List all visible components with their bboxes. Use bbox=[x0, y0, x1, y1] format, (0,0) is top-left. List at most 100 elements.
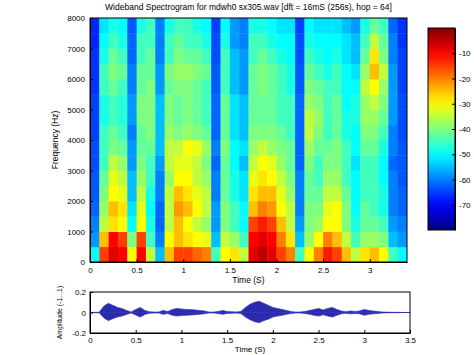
heatmap-cell bbox=[118, 110, 128, 126]
heatmap-cell bbox=[276, 79, 286, 95]
heatmap-cell bbox=[99, 125, 109, 141]
x2-tick-mark bbox=[227, 330, 228, 333]
heatmap-cell bbox=[239, 171, 249, 187]
heatmap-cell bbox=[342, 33, 352, 49]
heatmap-cell bbox=[230, 79, 240, 95]
color-bar-tick-mark bbox=[452, 53, 455, 54]
heatmap-cell bbox=[388, 232, 398, 248]
heatmap-cell bbox=[398, 79, 407, 95]
heatmap-cell bbox=[295, 64, 305, 80]
heatmap-cell bbox=[332, 33, 342, 49]
heatmap-cell bbox=[351, 125, 361, 141]
heatmap-cell bbox=[323, 155, 333, 171]
heatmap-cell bbox=[118, 125, 128, 141]
heatmap-cell bbox=[314, 232, 324, 248]
heatmap-cell bbox=[295, 171, 305, 187]
heatmap-cell bbox=[286, 247, 296, 262]
heatmap-cell bbox=[332, 232, 342, 248]
heatmap-cell bbox=[295, 18, 305, 34]
heatmap-cell bbox=[314, 79, 324, 95]
heatmap-cell bbox=[258, 155, 268, 171]
heatmap-cell bbox=[304, 247, 314, 262]
heatmap-cell bbox=[258, 125, 268, 141]
heatmap-cell bbox=[370, 247, 380, 262]
heatmap-cell bbox=[109, 216, 119, 232]
x2-tick: 2.5 bbox=[314, 330, 326, 345]
heatmap-cell bbox=[193, 247, 203, 262]
heatmap-cell bbox=[370, 201, 380, 217]
heatmap-cell bbox=[99, 140, 109, 156]
heatmap-cell bbox=[211, 79, 221, 95]
heatmap-cell bbox=[193, 79, 203, 95]
x2-tick-mark bbox=[273, 330, 274, 333]
heatmap-cell bbox=[118, 79, 128, 95]
heatmap-cell bbox=[90, 140, 100, 156]
heatmap-cell bbox=[249, 140, 259, 156]
x-tick-mark bbox=[230, 259, 231, 262]
heatmap-cell bbox=[193, 125, 203, 141]
heatmap-cell bbox=[276, 186, 286, 202]
color-bar-tick: -10 bbox=[452, 49, 471, 58]
heatmap-cell bbox=[90, 232, 100, 248]
y-tick: 7000 bbox=[67, 45, 93, 54]
x2-tick-mark bbox=[181, 330, 182, 333]
y-tick-label: 0 bbox=[81, 258, 86, 267]
heatmap-cell bbox=[239, 216, 249, 232]
heatmap-cell bbox=[295, 247, 305, 262]
heatmap-cell bbox=[193, 171, 203, 187]
heatmap-cell bbox=[118, 140, 128, 156]
heatmap-cell bbox=[370, 18, 380, 34]
heatmap-cell bbox=[90, 171, 100, 187]
heatmap-cell bbox=[360, 18, 370, 34]
heatmap-cell bbox=[221, 64, 231, 80]
heatmap-cell bbox=[332, 18, 342, 34]
heatmap-cell bbox=[295, 232, 305, 248]
heatmap-cell bbox=[342, 110, 352, 126]
heatmap-cell bbox=[295, 186, 305, 202]
heatmap-cell bbox=[388, 216, 398, 232]
y-axis-title: Amplitude (-1...1) bbox=[56, 286, 64, 340]
heatmap-cell bbox=[276, 155, 286, 171]
heatmap-cell bbox=[202, 140, 212, 156]
heatmap-cell bbox=[351, 171, 361, 187]
heatmap-cell bbox=[258, 79, 268, 95]
y2-tick: 0.2 bbox=[75, 288, 93, 297]
heatmap-cell bbox=[174, 79, 184, 95]
heatmap-cell bbox=[360, 49, 370, 65]
heatmap-cell bbox=[258, 247, 268, 262]
heatmap-cell bbox=[351, 186, 361, 202]
heatmap-cell bbox=[304, 64, 314, 80]
heatmap-cell bbox=[267, 140, 277, 156]
heatmap-cell bbox=[314, 49, 324, 65]
x-tick: 3 bbox=[368, 259, 373, 275]
heatmap-cell bbox=[99, 110, 109, 126]
heatmap-cell bbox=[99, 247, 109, 262]
heatmap-cell bbox=[360, 247, 370, 262]
heatmap-cell bbox=[351, 49, 361, 65]
heatmap-cell bbox=[314, 33, 324, 49]
heatmap-cell bbox=[370, 216, 380, 232]
heatmap-cell bbox=[304, 201, 314, 217]
heatmap-cell bbox=[360, 94, 370, 110]
heatmap-cell bbox=[267, 125, 277, 141]
heatmap-cell bbox=[314, 140, 324, 156]
heatmap-cell bbox=[137, 33, 147, 49]
heatmap-cell bbox=[295, 125, 305, 141]
x2-tick-label: 1.5 bbox=[222, 336, 234, 345]
heatmap-cell bbox=[211, 232, 221, 248]
x2-tick: 1.5 bbox=[222, 330, 234, 345]
heatmap-cell bbox=[118, 232, 128, 248]
heatmap-cell bbox=[202, 110, 212, 126]
heatmap-cell bbox=[211, 201, 221, 217]
x-tick-mark bbox=[137, 259, 138, 262]
heatmap-cell bbox=[193, 155, 203, 171]
color-bar-tick-label: -40 bbox=[459, 125, 471, 134]
heatmap-cell bbox=[221, 171, 231, 187]
heatmap-cell bbox=[127, 125, 137, 141]
heatmap-cell bbox=[239, 79, 249, 95]
y2-axis: -0.200.2 bbox=[72, 288, 93, 338]
heatmap-cell bbox=[193, 232, 203, 248]
heatmap-cell bbox=[183, 155, 193, 171]
heatmap-cell bbox=[155, 155, 165, 171]
heatmap-cell bbox=[127, 18, 137, 34]
